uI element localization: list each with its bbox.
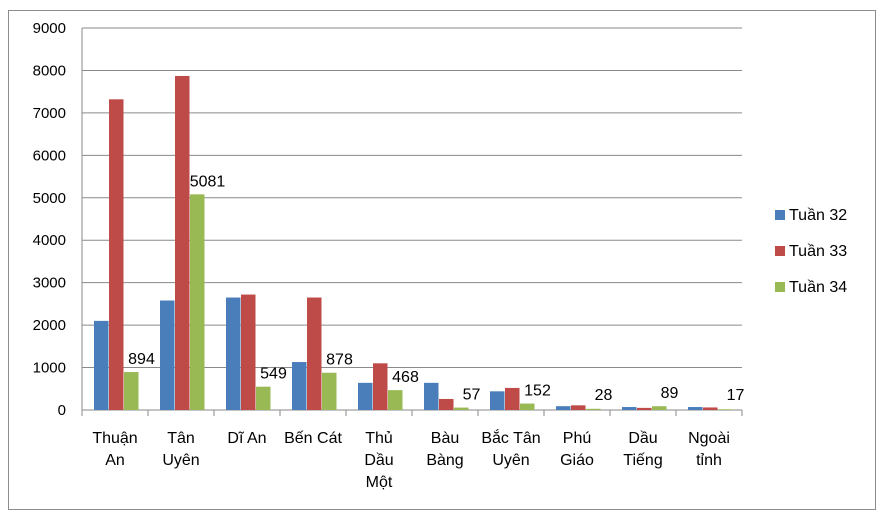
x-category-label: Một xyxy=(366,474,393,491)
y-tick-label: 8000 xyxy=(33,62,66,79)
bar-tuần-33 xyxy=(373,363,388,410)
bar-tuần-34 xyxy=(124,372,139,410)
bar-tuần-32 xyxy=(688,407,703,410)
bar-tuần-32 xyxy=(556,406,571,410)
x-category-label: Bàu xyxy=(431,430,459,447)
legend-swatch xyxy=(775,210,785,220)
bar-tuần-33 xyxy=(175,75,190,410)
bar-tuần-34 xyxy=(388,390,403,410)
x-category-label: An xyxy=(105,452,125,469)
y-tick-label: 5000 xyxy=(33,190,66,207)
legend-label: Tuần 34 xyxy=(789,279,847,296)
data-label: 89 xyxy=(661,385,679,402)
bar-tuần-32 xyxy=(292,362,307,410)
x-category-label: Bến Cát xyxy=(284,430,342,447)
bar-tuần-32 xyxy=(226,297,241,410)
x-category-label: Dầu xyxy=(628,430,657,447)
bar-tuần-32 xyxy=(94,320,109,410)
y-tick-label: 3000 xyxy=(33,275,66,292)
x-category-label: Tân xyxy=(167,430,195,447)
bar-tuần-34 xyxy=(256,386,271,410)
x-category-label: Uyên xyxy=(492,452,529,469)
y-tick-label: 7000 xyxy=(33,105,66,122)
legend-swatch xyxy=(775,282,785,292)
x-category-label: Ngoài xyxy=(688,430,730,447)
data-label: 28 xyxy=(595,387,613,404)
bar-tuần-32 xyxy=(490,391,505,410)
x-category-label: tỉnh xyxy=(696,452,722,469)
chart-frame xyxy=(8,10,876,510)
x-category-label: Uyên xyxy=(162,452,199,469)
x-category-label: Dĩ An xyxy=(227,430,266,447)
bar-tuần-33 xyxy=(241,294,256,410)
x-category-label: Tiếng xyxy=(623,452,662,469)
legend-label: Tuần 33 xyxy=(789,243,847,260)
y-tick-label: 6000 xyxy=(33,147,66,164)
data-label: 17 xyxy=(727,387,745,404)
x-category-label: Giáo xyxy=(560,452,594,469)
x-category-label: Phú xyxy=(563,430,591,447)
x-category-label: Thủ xyxy=(365,430,393,447)
bar-tuần-32 xyxy=(160,300,175,410)
y-tick-label: 4000 xyxy=(33,232,66,249)
y-tick-label: 1000 xyxy=(33,360,66,377)
bar-tuần-34 xyxy=(322,372,337,410)
bar-tuần-33 xyxy=(109,99,124,410)
y-tick-label: 2000 xyxy=(33,317,66,334)
bar-tuần-33 xyxy=(703,407,718,410)
bar-tuần-34 xyxy=(718,409,733,410)
x-category-label: Bắc Tân xyxy=(481,428,540,447)
bar-tuần-33 xyxy=(439,398,454,410)
bar-tuần-33 xyxy=(505,387,520,410)
bar-tuần-32 xyxy=(622,407,637,410)
y-tick-label: 9000 xyxy=(33,20,66,37)
legend-swatch xyxy=(775,246,785,256)
data-label: 152 xyxy=(524,383,551,400)
data-label: 878 xyxy=(326,352,353,369)
x-category-label: Dầu xyxy=(364,452,393,469)
y-tick-label: 0 xyxy=(58,402,66,419)
data-label: 57 xyxy=(463,387,481,404)
bar-tuần-34 xyxy=(652,406,667,410)
bar-tuần-32 xyxy=(358,382,373,410)
bar-tuần-34 xyxy=(190,194,205,410)
data-label: 549 xyxy=(260,366,287,383)
bar-tuần-33 xyxy=(637,407,652,410)
x-category-label: Thuận xyxy=(92,430,137,447)
bar-tuần-34 xyxy=(586,408,601,410)
bar-tuần-33 xyxy=(571,405,586,410)
bar-tuần-34 xyxy=(454,407,469,410)
bar-tuần-33 xyxy=(307,297,322,410)
bar-tuần-32 xyxy=(424,382,439,410)
legend-label: Tuần 32 xyxy=(789,207,847,224)
bar-tuần-34 xyxy=(520,403,535,410)
data-label: 5081 xyxy=(190,173,226,190)
x-category-label: Bàng xyxy=(426,452,463,469)
data-label: 468 xyxy=(392,369,419,386)
data-label: 894 xyxy=(128,351,155,368)
